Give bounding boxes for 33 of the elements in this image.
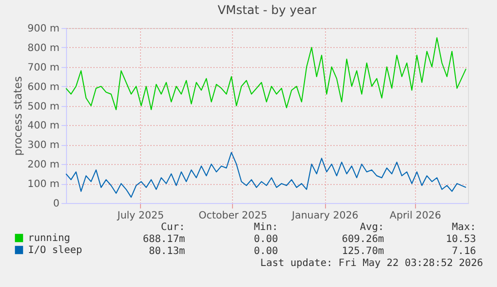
y-tick-label: 700 m — [27, 62, 60, 74]
legend-label: running — [28, 233, 70, 244]
text: 125.70m — [342, 246, 384, 257]
y-tick-label: 500 m — [27, 101, 60, 112]
line-series — [66, 37, 466, 110]
x-tick-label: July 2025 — [116, 210, 164, 222]
text: Max: — [452, 222, 476, 233]
text: Last update: Fri May 22 03:28:52 2026 — [260, 258, 483, 269]
text: Avg: — [360, 222, 384, 233]
legend-label: I/O sleep — [28, 245, 82, 256]
text: 10.53 — [446, 234, 476, 245]
y-tick-label: 0 — [53, 198, 60, 210]
line-series — [66, 152, 466, 198]
y-axis-title: process states — [11, 76, 24, 156]
text: 80.13m — [148, 246, 185, 257]
chart-title: VMstat - by year — [218, 3, 316, 17]
text: 0.00 — [254, 246, 278, 257]
y-tick-label: 200 m — [27, 160, 60, 171]
text: 7.16 — [452, 246, 476, 257]
x-tick-label: October 2025 — [198, 210, 268, 222]
x-tick-label: April 2026 — [390, 210, 442, 222]
y-tick-label: 800 m — [27, 42, 60, 54]
text: 688.17m — [142, 234, 185, 245]
text: 0.00 — [254, 234, 278, 245]
x-tick-label: January 2026 — [290, 210, 358, 222]
text: 609.26m — [342, 234, 384, 245]
y-tick-label: 300 m — [27, 140, 60, 152]
y-tick-label: 100 m — [27, 179, 60, 190]
y-tick-label: 600 m — [27, 82, 60, 93]
text: Min: — [254, 222, 278, 233]
text: Cur: — [160, 222, 185, 233]
y-tick-label: 900 m — [27, 24, 60, 34]
y-tick-label: 400 m — [27, 120, 60, 132]
